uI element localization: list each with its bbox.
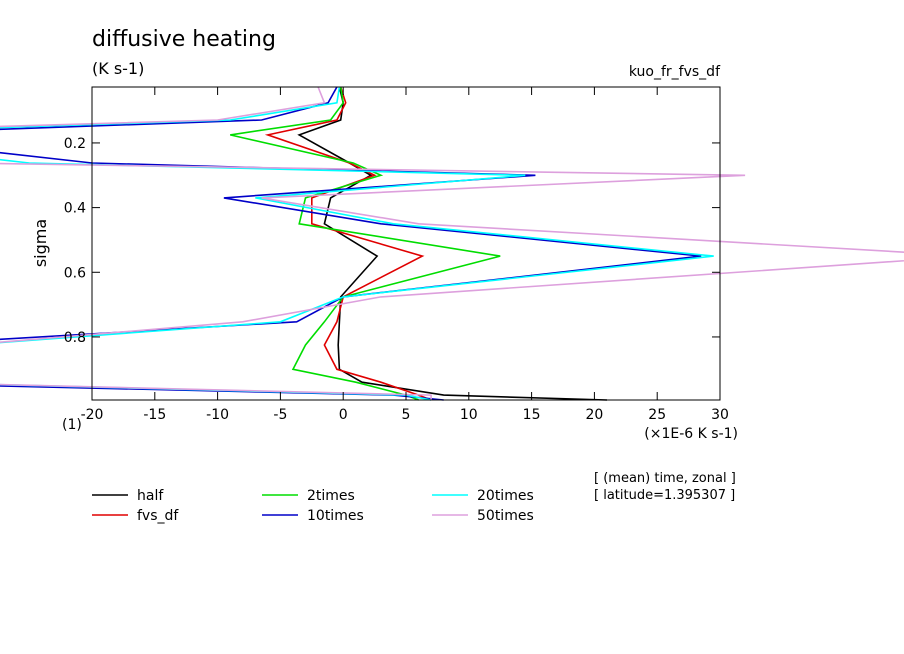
annotation: [ latitude=1.395307 ]	[594, 488, 735, 503]
y-tick-label: 0.4	[64, 201, 86, 217]
y-axis-label: sigma	[31, 219, 50, 267]
x-tick-label: 15	[523, 407, 541, 423]
legend-label: 20times	[477, 488, 534, 504]
x-tick-label: 30	[711, 407, 729, 423]
x-tick-label: 0	[339, 407, 348, 423]
x-tick-label: 20	[585, 407, 603, 423]
x-tick-label: 5	[402, 407, 411, 423]
x-tick-label: 25	[648, 407, 666, 423]
data-line	[0, 86, 714, 401]
legend-label: fvs_df	[137, 508, 179, 524]
annotation: [ (mean) time, zonal ]	[594, 471, 736, 486]
x-tick-label: -5	[273, 407, 287, 423]
chart-title: diffusive heating	[92, 27, 276, 52]
data-line	[0, 86, 702, 401]
data-line	[264, 86, 432, 401]
run-label: kuo_fr_fvs_df	[629, 64, 721, 80]
y-tick-label: 0.8	[64, 330, 86, 346]
chart-subtitle: (K s-1)	[92, 59, 144, 78]
y-unit: (1)	[62, 417, 82, 433]
x-tick-label: 10	[460, 407, 478, 423]
data-line	[230, 86, 501, 401]
legend-label: half	[137, 488, 164, 504]
legend-label: 2times	[307, 488, 355, 504]
legend-label: 10times	[307, 508, 364, 524]
y-tick-label: 0.6	[64, 265, 86, 281]
data-line	[0, 86, 904, 400]
x-axis-label: (×1E-6 K s-1)	[644, 426, 738, 442]
y-tick-label: 0.2	[64, 136, 86, 152]
x-tick-label: -15	[143, 407, 166, 423]
data-line	[297, 86, 608, 401]
plot-frame	[91, 86, 721, 401]
x-tick-label: -10	[206, 407, 229, 423]
legend-label: 50times	[477, 508, 534, 524]
x-tick-label: -20	[81, 407, 104, 423]
